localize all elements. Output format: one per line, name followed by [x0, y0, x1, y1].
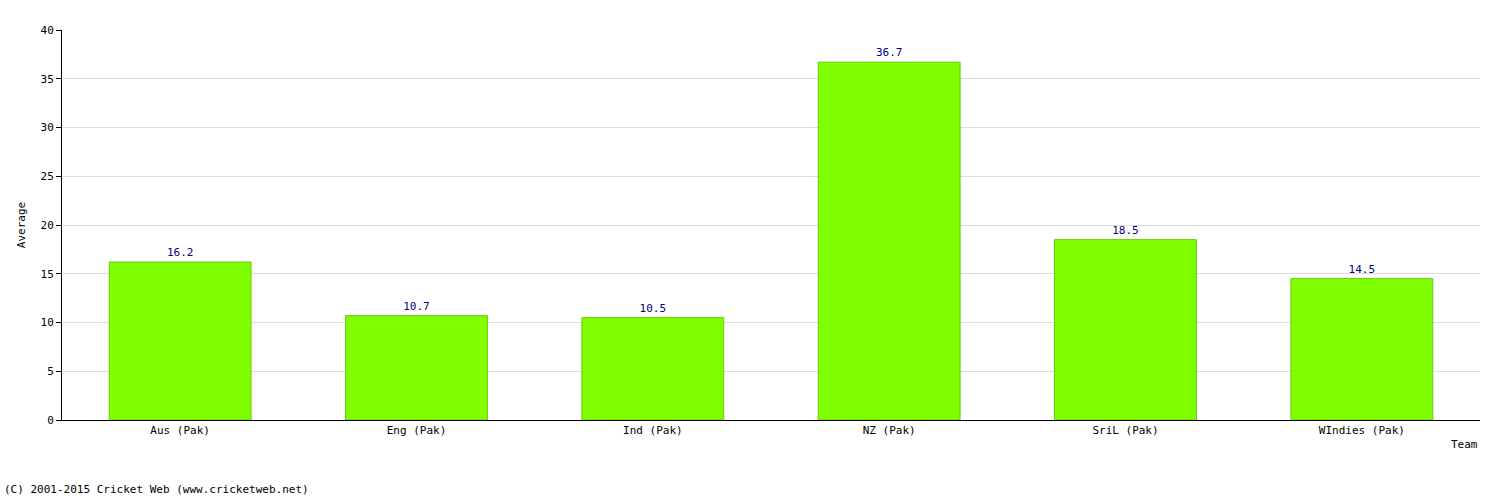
svg-text:40: 40 — [41, 24, 54, 37]
svg-text:20: 20 — [41, 219, 54, 232]
svg-text:0: 0 — [47, 414, 54, 427]
svg-text:10: 10 — [41, 316, 54, 329]
svg-text:10.5: 10.5 — [640, 302, 667, 315]
svg-text:NZ (Pak): NZ (Pak) — [863, 424, 916, 437]
svg-text:SriL (Pak): SriL (Pak) — [1092, 424, 1158, 437]
svg-text:35: 35 — [41, 73, 54, 86]
svg-text:Aus (Pak): Aus (Pak) — [150, 424, 210, 437]
svg-text:18.5: 18.5 — [1112, 224, 1139, 237]
svg-text:30: 30 — [41, 121, 54, 134]
svg-text:10.7: 10.7 — [403, 300, 430, 313]
svg-text:15: 15 — [41, 268, 54, 281]
svg-text:Team: Team — [1451, 438, 1478, 451]
svg-text:16.2: 16.2 — [167, 246, 194, 259]
svg-text:WIndies (Pak): WIndies (Pak) — [1319, 424, 1405, 437]
svg-text:Ind (Pak): Ind (Pak) — [623, 424, 683, 437]
svg-text:5: 5 — [47, 365, 54, 378]
svg-text:14.5: 14.5 — [1349, 263, 1376, 276]
svg-text:25: 25 — [41, 170, 54, 183]
svg-text:36.7: 36.7 — [876, 46, 903, 59]
svg-text:(C) 2001-2015 Cricket Web (www: (C) 2001-2015 Cricket Web (www.cricketwe… — [4, 483, 309, 496]
svg-text:Eng (Pak): Eng (Pak) — [387, 424, 447, 437]
svg-text:Average: Average — [15, 202, 28, 248]
